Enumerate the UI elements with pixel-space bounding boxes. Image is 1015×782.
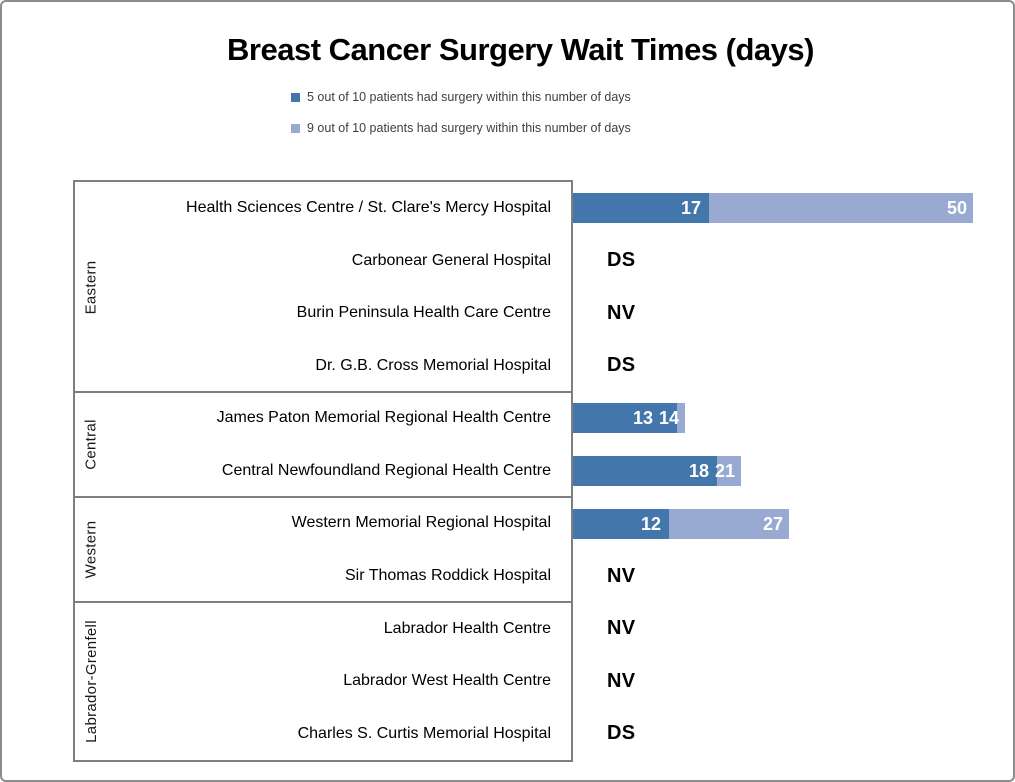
bar-5of10: [573, 456, 717, 486]
hospital-name: Central Newfoundland Regional Health Cen…: [221, 461, 551, 479]
status-label: NV: [607, 301, 636, 324]
region-cell: Eastern: [75, 182, 107, 392]
bar-value-5of10: 17: [680, 198, 701, 219]
bar-value-5of10: 12: [640, 513, 661, 534]
bar-row: 13 14: [573, 403, 1013, 434]
hospital-row: Western Memorial Regional Hospital: [75, 497, 571, 550]
status-label: DS: [607, 249, 636, 272]
status-label: DS: [607, 722, 636, 745]
bar-9of10: [717, 456, 741, 486]
hospital-name: Labrador West Health Centre: [343, 672, 551, 690]
hospital-name: Western Memorial Regional Hospital: [291, 514, 551, 532]
legend-label-5of10: 5 out of 10 patients had surgery within …: [307, 90, 631, 104]
hospital-name: Charles S. Curtis Memorial Hospital: [297, 724, 551, 742]
bar-row: 18 21: [573, 456, 1013, 486]
hospital-name: Carbonear General Hospital: [351, 251, 551, 269]
region-cell: Western: [75, 497, 107, 602]
plot-area: 17 50 DS NV DS 13 14 18 21 12 27 NV NV NV DS: [573, 182, 1013, 760]
hospital-name: Health Sciences Centre / St. Clare's Mer…: [186, 199, 551, 217]
hospital-row: Labrador West Health Centre: [75, 655, 571, 708]
hospital-row: Central Newfoundland Regional Health Cen…: [75, 445, 571, 498]
category-table: Health Sciences Centre / St. Clare's Mer…: [73, 180, 573, 762]
hospital-row: Burin Peninsula Health Care Centre: [75, 287, 571, 340]
region-label: Western: [82, 520, 100, 579]
legend-label-9of10: 9 out of 10 patients had surgery within …: [307, 121, 631, 135]
hospital-row: Dr. G.B. Cross Memorial Hospital: [75, 340, 571, 393]
hospital-name: Labrador Health Centre: [383, 619, 551, 637]
region-divider: [75, 391, 571, 394]
legend-swatch-9of10: [291, 123, 300, 133]
hospital-row: Labrador Health Centre: [75, 602, 571, 655]
bar-9of10: [669, 508, 789, 539]
bar-value-5of10: 18: [688, 461, 709, 481]
status-label: NV: [607, 669, 636, 692]
bar-value-9of10: 27: [762, 513, 783, 534]
hospital-row: Sir Thomas Roddick Hospital: [75, 550, 571, 603]
bar-row: 12 27: [573, 508, 1013, 539]
bar-5of10: [573, 193, 709, 224]
hospital-row: Carbonear General Hospital: [75, 235, 571, 288]
bar-value-9of10: 50: [946, 198, 967, 219]
legend: 5 out of 10 patients had surgery within …: [291, 88, 631, 150]
region-label: Labrador-Grenfell: [82, 619, 100, 743]
bar-row: 17 50: [573, 193, 1013, 224]
bar-9of10: [677, 403, 685, 434]
legend-item-9of10: 9 out of 10 patients had surgery within …: [291, 119, 631, 137]
hospital-name: James Paton Memorial Regional Health Cen…: [216, 409, 551, 427]
hospital-row: Health Sciences Centre / St. Clare's Mer…: [75, 182, 571, 235]
bar-5of10: [573, 403, 677, 434]
region-cell: Central: [75, 392, 107, 497]
bar-value-9of10: 14: [658, 408, 679, 429]
region-cell: Labrador-Grenfell: [75, 602, 107, 760]
region-divider: [75, 496, 571, 499]
status-label: NV: [607, 617, 636, 640]
hospital-name: Sir Thomas Roddick Hospital: [344, 566, 551, 584]
chart-title: Breast Cancer Surgery Wait Times (days): [227, 32, 814, 67]
hospital-row: James Paton Memorial Regional Health Cen…: [75, 392, 571, 445]
bar-value-5of10: 13: [632, 408, 653, 429]
status-label: NV: [607, 564, 636, 587]
region-label: Central: [82, 419, 100, 470]
bar-value-9of10: 21: [714, 461, 735, 481]
bar-5of10: [573, 508, 669, 539]
legend-swatch-5of10: [291, 92, 300, 102]
hospital-name: Dr. G.B. Cross Memorial Hospital: [315, 356, 551, 374]
region-divider: [75, 601, 571, 604]
legend-item-5of10: 5 out of 10 patients had surgery within …: [291, 88, 631, 106]
hospital-name: Burin Peninsula Health Care Centre: [296, 304, 551, 322]
region-label: Eastern: [82, 260, 100, 314]
status-label: DS: [607, 354, 636, 377]
bar-9of10: [709, 193, 973, 224]
hospital-row: Charles S. Curtis Memorial Hospital: [75, 707, 571, 760]
